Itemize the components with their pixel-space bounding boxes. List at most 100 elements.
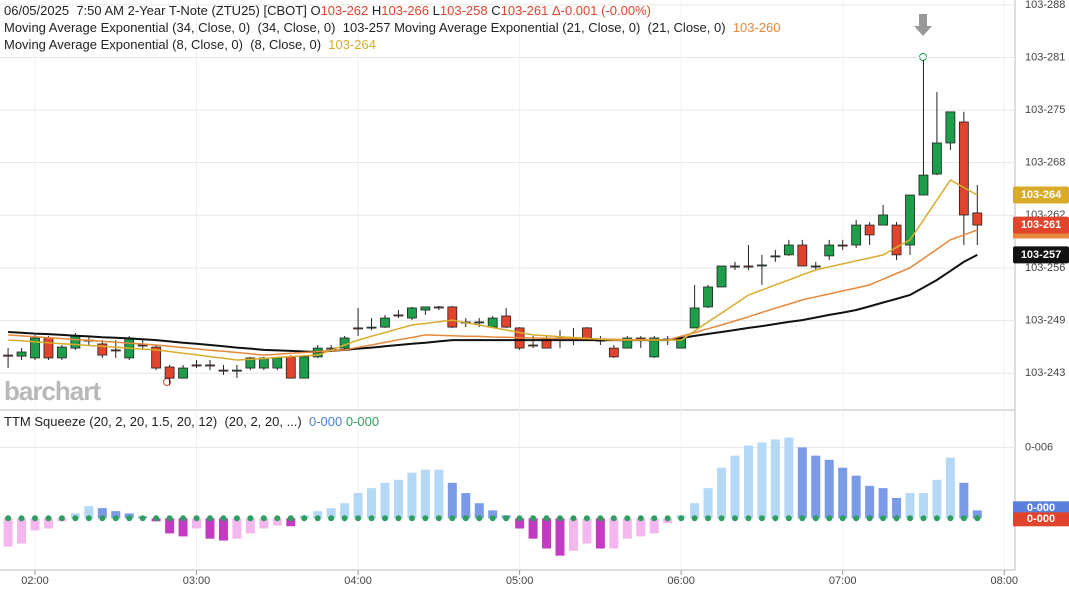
squeeze-bar <box>797 447 807 519</box>
squeeze-dot <box>839 515 846 522</box>
candle-body <box>703 286 713 308</box>
squeeze-dot <box>920 515 927 522</box>
candle-body <box>797 244 808 267</box>
squeeze-dot <box>866 515 873 522</box>
squeeze-dot <box>45 515 52 522</box>
squeeze-dot <box>853 515 860 522</box>
candle-body <box>393 314 404 317</box>
ema-line <box>8 229 978 356</box>
squeeze-dot <box>651 515 658 522</box>
candle-body <box>16 351 27 357</box>
y-tick-label: 103-268 <box>1025 157 1065 169</box>
squeeze-dot <box>557 515 563 522</box>
squeeze-badge <box>1013 512 1069 527</box>
squeeze-dot <box>233 515 240 522</box>
ema-line <box>8 179 978 361</box>
candle-body <box>958 121 969 216</box>
squeeze-dot <box>476 515 483 522</box>
ohlc-key: C <box>491 3 501 18</box>
squeeze-dot <box>947 515 954 522</box>
squeeze-dot <box>435 515 442 522</box>
study-params: (8, Close, 0) <box>250 37 322 52</box>
squeeze-bar <box>945 457 955 519</box>
squeeze-dot <box>85 515 92 522</box>
grid <box>0 0 1015 570</box>
squeeze-bar <box>649 518 659 534</box>
squeeze-bar <box>3 518 13 547</box>
squeeze-dot <box>610 515 617 522</box>
squeeze-bar <box>690 503 700 519</box>
event-arrow <box>914 14 932 36</box>
squeeze-legend: TTM Squeeze (20, 2, 20, 1.5, 20, 12) (20… <box>4 414 383 429</box>
candle-body <box>232 369 242 372</box>
time: 7:50 AM <box>76 3 125 18</box>
squeeze-dot <box>126 515 133 522</box>
candle-body <box>258 357 269 369</box>
candle-body <box>864 224 875 236</box>
squeeze-bar <box>918 493 928 519</box>
candle-body <box>891 224 902 256</box>
squeeze-bar <box>770 439 780 519</box>
ema-badge-label: 103-264 <box>1021 189 1062 201</box>
squeeze-bar <box>326 508 336 519</box>
squeeze-dot <box>516 515 523 522</box>
candle-body <box>824 244 835 257</box>
squeeze-dot <box>247 515 254 522</box>
squeeze-dot <box>314 515 321 522</box>
squeeze-dot <box>772 515 779 522</box>
candle-body <box>30 337 40 359</box>
header-line: 06/05/2025 7:50 AM 2-Year T-Note (ZTU25)… <box>4 2 784 19</box>
ema-badge <box>1013 186 1069 204</box>
squeeze-bar <box>17 518 27 544</box>
squeeze-bar <box>259 518 269 529</box>
squeeze-bar <box>582 518 592 544</box>
study-name: Moving Average Exponential <box>394 20 559 35</box>
ohlc-value: 103-266 <box>381 3 430 18</box>
squeeze-dot <box>395 515 402 522</box>
close-badge-label: 103-261 <box>1021 219 1061 231</box>
squeeze-bar <box>393 479 403 519</box>
squeeze-dot <box>32 515 38 522</box>
squeeze-dot <box>718 515 725 522</box>
squeeze-bar <box>743 445 753 519</box>
squeeze-bar <box>757 442 767 519</box>
squeeze-dot <box>543 515 550 522</box>
squeeze-bar <box>959 482 969 519</box>
ema-badge <box>1013 246 1069 264</box>
squeeze-dot <box>691 515 698 522</box>
ohlc-key: O <box>310 3 321 18</box>
x-tick-label: 08:00 <box>990 575 1018 587</box>
squeeze-bar <box>447 482 457 519</box>
squeeze-dot <box>880 515 887 522</box>
candle-body <box>366 326 377 329</box>
candle-body <box>299 356 310 379</box>
study-params: (20, 2, 20, 1.5, 20, 12) <box>89 414 218 429</box>
candle-body <box>810 265 821 268</box>
squeeze-dot <box>637 515 644 522</box>
squeeze-dot <box>112 515 119 522</box>
change: Δ-0.001 (-0.00%) <box>551 3 651 18</box>
squeeze-dot <box>18 515 25 522</box>
study-name: Moving Average Exponential <box>4 37 169 52</box>
squeeze-dot <box>758 515 765 522</box>
candle-body <box>110 349 121 352</box>
y-tick-label: 103-256 <box>1025 262 1065 274</box>
y-tick-label: 103-275 <box>1025 104 1065 116</box>
x-tick-label: 05:00 <box>506 575 534 587</box>
candle-body <box>191 364 202 367</box>
squeeze-bar <box>407 472 417 519</box>
ohlc-key: L <box>432 3 440 18</box>
squeeze-dot <box>785 515 792 522</box>
squeeze-bar <box>878 488 888 519</box>
candle-body <box>608 347 619 358</box>
candle-body <box>837 244 848 247</box>
ema-badge-label: 103-257 <box>1021 249 1061 261</box>
squeeze-bar <box>717 467 727 519</box>
squeeze-bar <box>245 518 255 534</box>
squeeze-bar <box>165 518 175 534</box>
candle-body <box>649 337 660 358</box>
squeeze-bar <box>461 493 471 519</box>
squeeze-bar <box>515 518 525 529</box>
squeeze-bar <box>905 493 915 519</box>
squeeze-dot <box>422 515 429 522</box>
